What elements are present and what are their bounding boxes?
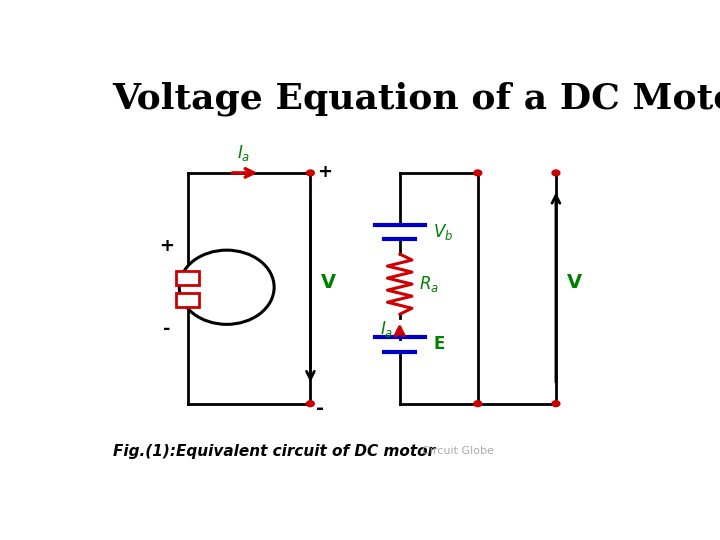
- Text: E: E: [433, 335, 444, 353]
- Text: +: +: [317, 163, 332, 181]
- Text: $I_a$: $I_a$: [237, 143, 250, 163]
- Text: Circuit Globe: Circuit Globe: [423, 447, 494, 456]
- FancyBboxPatch shape: [176, 272, 199, 285]
- Text: +: +: [159, 237, 174, 255]
- Text: -: -: [316, 399, 324, 418]
- Circle shape: [474, 401, 482, 407]
- Text: V: V: [320, 273, 336, 292]
- Text: Voltage Equation of a DC Motor: Voltage Equation of a DC Motor: [112, 82, 720, 116]
- FancyBboxPatch shape: [176, 293, 199, 307]
- Circle shape: [552, 401, 560, 407]
- Text: V: V: [567, 273, 582, 292]
- Text: $V_b$: $V_b$: [433, 222, 454, 242]
- Text: $I_a$: $I_a$: [379, 319, 393, 339]
- Text: -: -: [163, 320, 170, 338]
- Circle shape: [552, 170, 560, 176]
- Circle shape: [474, 170, 482, 176]
- Circle shape: [307, 170, 315, 176]
- Text: $R_a$: $R_a$: [418, 274, 438, 294]
- Text: Fig.(1):Equivalent circuit of DC motor: Fig.(1):Equivalent circuit of DC motor: [113, 444, 435, 459]
- Ellipse shape: [179, 250, 274, 325]
- Circle shape: [307, 401, 315, 407]
